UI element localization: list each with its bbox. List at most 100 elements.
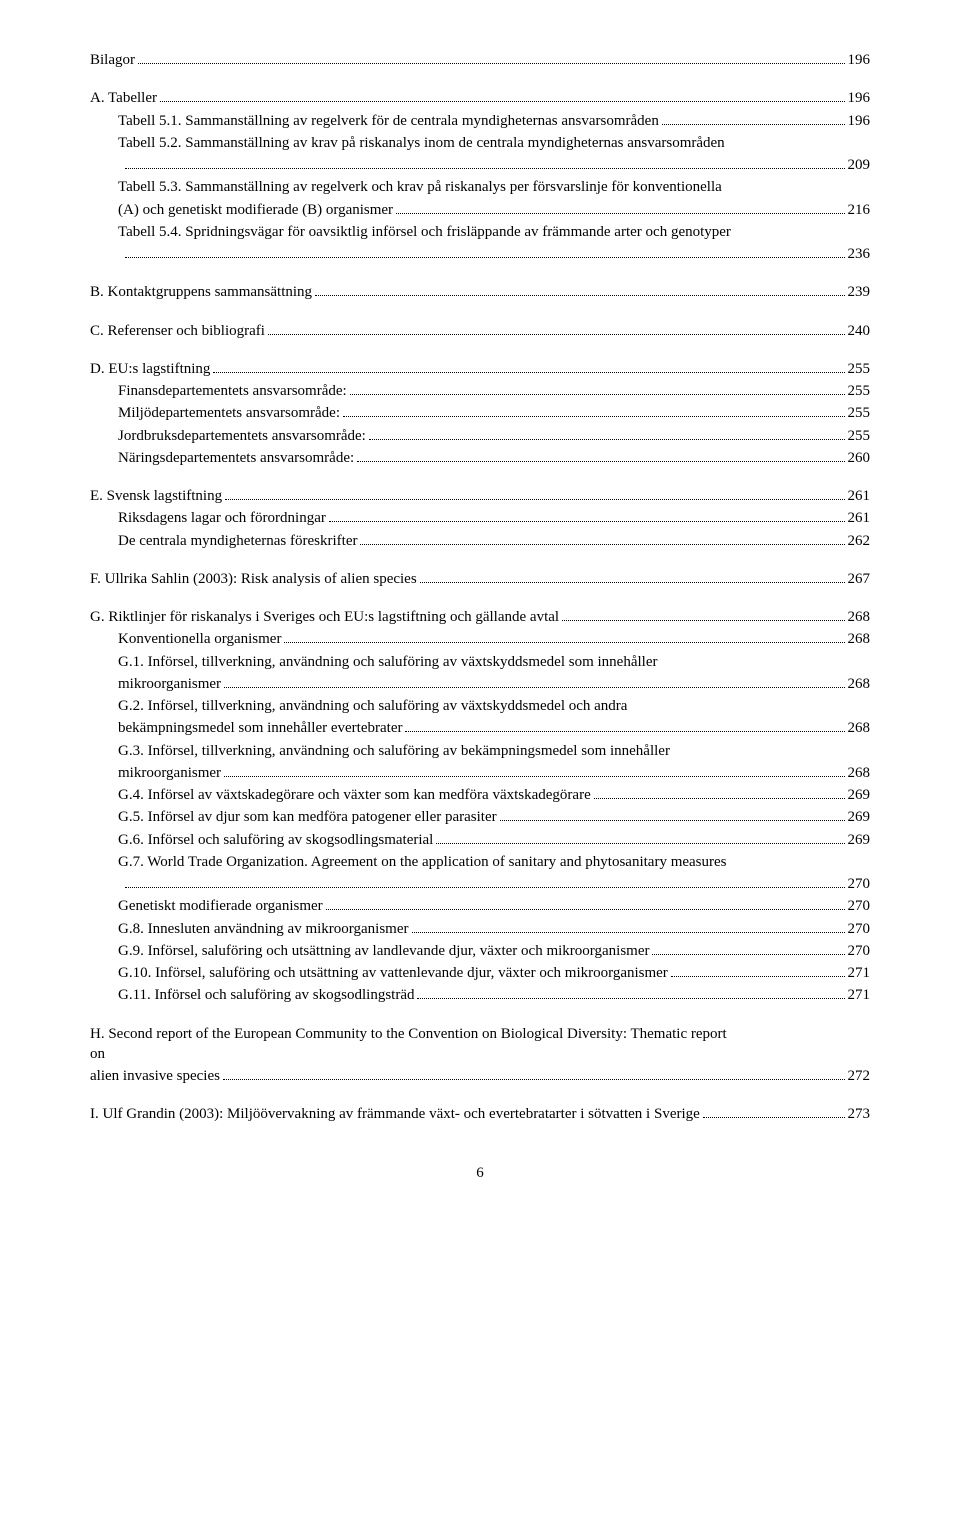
toc-entry-page: 261 xyxy=(848,508,871,528)
toc-entry-label: Tabell 5.2. Sammanställning av krav på r… xyxy=(118,133,725,153)
toc-entry: . 270 xyxy=(90,874,870,894)
toc-entry: G.8. Innesluten användning av mikroorgan… xyxy=(90,919,870,939)
toc-leader-dots xyxy=(138,51,845,65)
toc-entry-label: G. Riktlinjer för riskanalys i Sveriges … xyxy=(90,607,559,627)
toc-entry-page: 196 xyxy=(848,50,871,70)
toc-entry: G.1. Införsel, tillverkning, användning … xyxy=(90,652,870,672)
toc-entry: Genetiskt modifierade organismer 270 xyxy=(90,896,870,916)
toc-leader-dots xyxy=(326,897,845,911)
toc-entry-label: G.4. Införsel av växtskadegörare och väx… xyxy=(118,785,591,805)
toc-entry: Tabell 5.1. Sammanställning av regelverk… xyxy=(90,111,870,131)
toc-leader-dots xyxy=(405,719,844,733)
toc-entry: A. Tabeller 196 xyxy=(90,88,870,108)
toc-entry: Tabell 5.4. Spridningsvägar för oavsiktl… xyxy=(90,222,870,242)
toc-entry-label: C. Referenser och bibliografi xyxy=(90,321,265,341)
toc-entry-page: 272 xyxy=(848,1066,871,1086)
toc-entry-page: 271 xyxy=(848,985,871,1005)
toc-leader-dots xyxy=(315,283,844,297)
toc-entry-page: 269 xyxy=(848,785,871,805)
toc-entry: mikroorganismer 268 xyxy=(90,763,870,783)
toc-entry-label: mikroorganismer xyxy=(118,674,221,694)
toc-leader-dots xyxy=(125,875,845,889)
toc-entry-label: Konventionella organismer xyxy=(118,629,281,649)
toc-entry: Miljödepartementets ansvarsområde: 255 xyxy=(90,403,870,423)
toc-entry-label: G.2. Införsel, tillverkning, användning … xyxy=(118,696,627,716)
toc-group: F. Ullrika Sahlin (2003): Risk analysis … xyxy=(90,569,870,589)
toc-group: Bilagor 196 xyxy=(90,50,870,70)
toc-leader-dots xyxy=(125,245,845,259)
toc-entry-page: 270 xyxy=(848,919,871,939)
toc-entry-page: 262 xyxy=(848,531,871,551)
toc-leader-dots xyxy=(360,531,844,545)
toc-entry-page: 240 xyxy=(848,321,871,341)
toc-entry-label: H. Second report of the European Communi… xyxy=(90,1024,740,1065)
toc-entry: G.9. Införsel, saluföring och utsättning… xyxy=(90,941,870,961)
toc-entry-page: 270 xyxy=(848,874,871,894)
toc-entry-page: 270 xyxy=(848,896,871,916)
toc-entry: . 236 xyxy=(90,244,870,264)
toc-entry-page: 269 xyxy=(848,830,871,850)
toc-entry: alien invasive species 272 xyxy=(90,1066,870,1086)
toc-entry-page: 270 xyxy=(848,941,871,961)
toc-entry: Riksdagens lagar och förordningar 261 xyxy=(90,508,870,528)
toc-leader-dots xyxy=(350,382,845,396)
toc-entry-label: G.3. Införsel, tillverkning, användning … xyxy=(118,741,670,761)
toc-entry-label: G.6. Införsel och saluföring av skogsodl… xyxy=(118,830,433,850)
table-of-contents: Bilagor 196 A. Tabeller 196 Tabell 5.1. Sa… xyxy=(90,50,870,1125)
toc-leader-dots xyxy=(357,448,844,462)
toc-leader-dots xyxy=(420,569,845,583)
toc-group: E. Svensk lagstiftning 261Riksdagens lag… xyxy=(90,486,870,551)
toc-entry: E. Svensk lagstiftning 261 xyxy=(90,486,870,506)
toc-entry: G.7. World Trade Organization. Agreement… xyxy=(90,852,870,872)
toc-group: A. Tabeller 196 Tabell 5.1. Sammanställni… xyxy=(90,88,870,264)
toc-entry-page: 255 xyxy=(848,403,871,423)
toc-entry: G.11. Införsel och saluföring av skogsod… xyxy=(90,985,870,1005)
toc-entry-label: G.1. Införsel, tillverkning, användning … xyxy=(118,652,657,672)
toc-entry: bekämpningsmedel som innehåller evertebr… xyxy=(90,718,870,738)
toc-entry-page: 269 xyxy=(848,807,871,827)
toc-group: G. Riktlinjer för riskanalys i Sveriges … xyxy=(90,607,870,1006)
toc-leader-dots xyxy=(417,986,844,1000)
toc-entry-page: 255 xyxy=(848,359,871,379)
toc-entry: G. Riktlinjer för riskanalys i Sveriges … xyxy=(90,607,870,627)
toc-leader-dots xyxy=(671,964,845,978)
toc-leader-dots xyxy=(160,89,845,103)
page-number: 6 xyxy=(90,1163,870,1183)
toc-leader-dots xyxy=(369,426,845,440)
toc-entry-label: De centrala myndigheternas föreskrifter xyxy=(118,531,357,551)
toc-entry-page: 268 xyxy=(848,674,871,694)
toc-group: H. Second report of the European Communi… xyxy=(90,1024,870,1087)
toc-entry-label: Tabell 5.1. Sammanställning av regelverk… xyxy=(118,111,659,131)
toc-entry: (A) och genetiskt modifierade (B) organi… xyxy=(90,200,870,220)
toc-entry-page: 209 xyxy=(848,155,871,175)
toc-entry-label: G.8. Innesluten användning av mikroorgan… xyxy=(118,919,409,939)
toc-entry: . 209 xyxy=(90,155,870,175)
toc-entry-page: 216 xyxy=(848,200,871,220)
toc-entry-label: Jordbruksdepartementets ansvarsområde: xyxy=(118,426,366,446)
toc-entry: F. Ullrika Sahlin (2003): Risk analysis … xyxy=(90,569,870,589)
toc-entry-label: mikroorganismer xyxy=(118,763,221,783)
toc-entry: G.4. Införsel av växtskadegörare och väx… xyxy=(90,785,870,805)
toc-entry-page: 261 xyxy=(848,486,871,506)
toc-entry: Tabell 5.2. Sammanställning av krav på r… xyxy=(90,133,870,153)
toc-entry-page: 271 xyxy=(848,963,871,983)
toc-entry-label: E. Svensk lagstiftning xyxy=(90,486,222,506)
toc-entry-label: F. Ullrika Sahlin (2003): Risk analysis … xyxy=(90,569,417,589)
toc-entry: De centrala myndigheternas föreskrifter … xyxy=(90,531,870,551)
toc-entry-page: 268 xyxy=(848,763,871,783)
toc-entry-label: Tabell 5.3. Sammanställning av regelverk… xyxy=(118,177,722,197)
toc-entry-label: alien invasive species xyxy=(90,1066,220,1086)
toc-leader-dots xyxy=(224,763,844,777)
toc-entry-page: 236 xyxy=(848,244,871,264)
toc-entry: mikroorganismer 268 xyxy=(90,674,870,694)
toc-leader-dots xyxy=(284,630,844,644)
toc-entry-page: 255 xyxy=(848,381,871,401)
toc-entry: Finansdepartementets ansvarsområde: 255 xyxy=(90,381,870,401)
toc-entry-label: Riksdagens lagar och förordningar xyxy=(118,508,326,528)
toc-leader-dots xyxy=(412,919,845,933)
toc-entry: H. Second report of the European Communi… xyxy=(90,1024,870,1065)
toc-entry-page: 268 xyxy=(848,607,871,627)
toc-entry-label: I. Ulf Grandin (2003): Miljöövervakning … xyxy=(90,1104,700,1124)
toc-entry: Konventionella organismer 268 xyxy=(90,629,870,649)
toc-entry-label: B. Kontaktgruppens sammansättning xyxy=(90,282,312,302)
